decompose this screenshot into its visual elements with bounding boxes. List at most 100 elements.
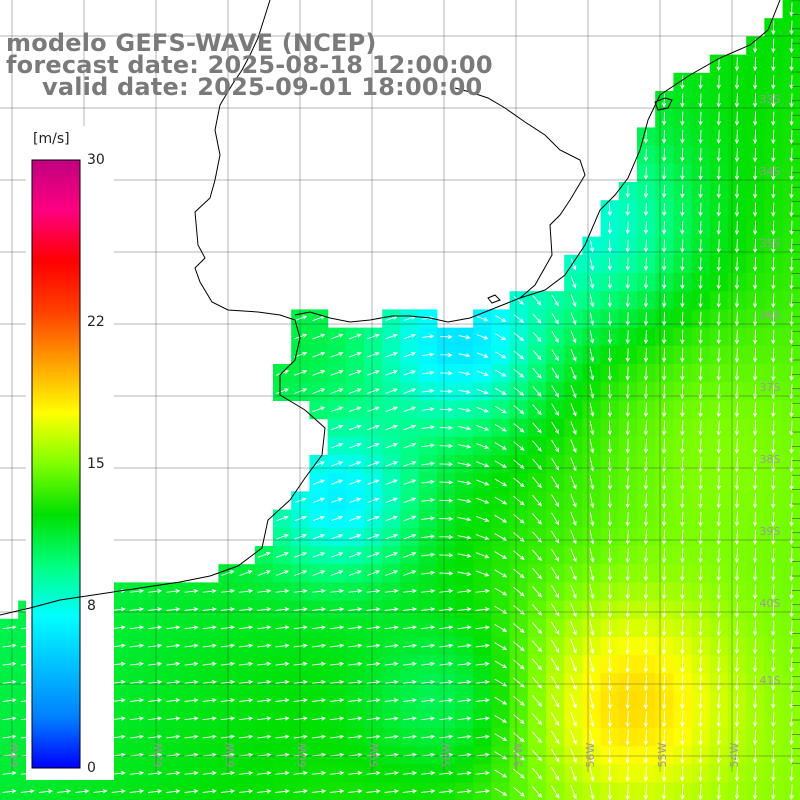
wind-arrow xyxy=(312,388,326,394)
wind-arrow xyxy=(403,424,417,431)
wind-arrow xyxy=(293,789,309,794)
wind-arrow xyxy=(698,547,703,564)
wind-arrow xyxy=(661,747,667,764)
wind-arrow xyxy=(312,333,326,340)
wind-arrow xyxy=(476,388,489,395)
wind-arrow xyxy=(202,643,217,648)
lat-label: 37S xyxy=(760,381,781,394)
wind-arrow xyxy=(752,456,758,473)
wind-arrow xyxy=(421,716,436,721)
wind-arrow xyxy=(643,203,649,217)
wind-arrow xyxy=(789,275,794,290)
wind-arrow xyxy=(589,294,595,308)
wind-arrow xyxy=(294,370,308,376)
wind-arrow xyxy=(734,584,740,600)
wind-arrow xyxy=(661,348,667,363)
wind-arrow xyxy=(643,765,648,783)
wind-arrow xyxy=(680,347,685,363)
wind-arrow xyxy=(752,675,758,691)
wind-arrow xyxy=(293,716,308,721)
wind-arrow xyxy=(680,711,685,728)
wind-arrow xyxy=(348,351,362,358)
wind-arrow xyxy=(625,656,630,673)
wind-arrow xyxy=(513,714,525,725)
wind-arrow xyxy=(680,402,685,418)
wind-arrow xyxy=(330,442,344,449)
wind-arrow xyxy=(148,789,163,794)
wind-arrow xyxy=(607,330,613,345)
wind-arrow xyxy=(771,693,776,709)
wind-arrow xyxy=(607,402,613,418)
wind-arrow xyxy=(789,202,794,218)
wind-arrow xyxy=(366,625,381,630)
wind-arrow xyxy=(625,330,630,345)
wind-arrow xyxy=(661,529,667,546)
wind-arrow xyxy=(475,570,490,577)
wind-arrow xyxy=(607,203,612,217)
wind-arrow xyxy=(661,475,667,491)
wind-arrow xyxy=(403,698,417,703)
wind-arrow xyxy=(403,352,416,358)
wind-arrow xyxy=(129,734,144,739)
wind-arrow xyxy=(734,784,740,800)
wind-arrow xyxy=(698,202,703,217)
wind-arrow xyxy=(698,475,703,491)
wind-arrow xyxy=(661,711,667,728)
wind-arrow xyxy=(257,789,272,794)
wind-arrow xyxy=(661,784,667,800)
wind-arrow xyxy=(257,661,272,667)
wind-arrow xyxy=(457,425,472,431)
wind-arrow xyxy=(680,584,685,600)
wind-arrow xyxy=(716,456,721,473)
wind-arrow xyxy=(166,734,181,739)
wind-arrow xyxy=(570,711,577,727)
wind-arrow xyxy=(384,588,399,594)
wind-arrow xyxy=(439,607,454,612)
wind-arrow xyxy=(698,529,703,546)
wind-arrow xyxy=(129,716,145,721)
wind-arrow xyxy=(532,331,542,343)
wind-arrow xyxy=(698,111,703,126)
wind-arrow xyxy=(607,711,613,728)
wind-arrow xyxy=(495,369,507,377)
wind-arrow xyxy=(551,421,560,435)
wind-arrow xyxy=(148,716,163,721)
wind-arrow xyxy=(2,679,17,685)
wind-arrow xyxy=(752,93,758,108)
wind-arrow xyxy=(494,460,508,469)
wind-arrow xyxy=(661,456,667,473)
wind-arrow xyxy=(551,494,560,508)
wind-arrow xyxy=(625,184,630,199)
wind-cell xyxy=(491,782,511,800)
wind-arrow xyxy=(475,625,491,630)
wind-arrow xyxy=(494,624,508,632)
wind-arrow xyxy=(385,424,399,431)
wind-arrow xyxy=(698,711,703,728)
wind-arrow xyxy=(184,770,199,776)
wind-arrow xyxy=(698,329,703,345)
wind-arrow xyxy=(625,475,630,491)
wind-arrow xyxy=(475,770,491,776)
wind-arrow xyxy=(366,716,381,721)
wind-arrow xyxy=(680,620,685,637)
colorbar-unit: [m/s] xyxy=(33,131,70,147)
wind-arrow xyxy=(475,607,491,612)
wind-arrow xyxy=(476,443,490,450)
wind-arrow xyxy=(789,529,794,546)
wind-arrow xyxy=(789,402,794,418)
wind-arrow xyxy=(570,639,577,654)
wind-arrow xyxy=(643,747,648,764)
wind-arrow xyxy=(752,257,758,272)
lon-label: 59W xyxy=(368,742,381,767)
wind-arrow xyxy=(403,533,417,540)
wind-arrow xyxy=(661,366,667,382)
wind-arrow xyxy=(202,698,217,703)
wind-arrow xyxy=(771,566,776,582)
wind-arrow xyxy=(513,604,525,615)
wind-arrow xyxy=(771,56,776,72)
wind-arrow xyxy=(698,493,703,509)
wind-arrow xyxy=(789,257,794,272)
wind-arrow xyxy=(494,715,508,723)
wind-arrow xyxy=(789,438,794,455)
wind-arrow xyxy=(734,202,740,218)
